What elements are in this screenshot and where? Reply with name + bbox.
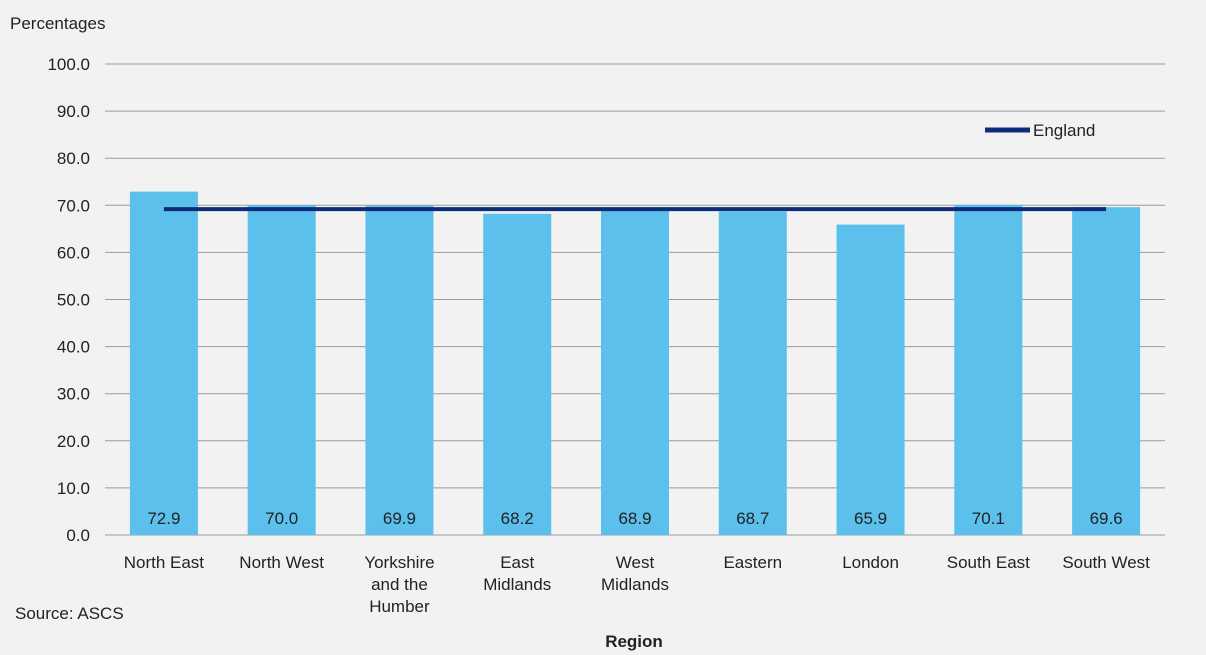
category-label: London: [842, 553, 899, 572]
bar: [954, 204, 1023, 536]
y-tick-label: 70.0: [57, 196, 90, 215]
category-label: West: [616, 553, 655, 572]
y-tick-label: 10.0: [57, 479, 90, 498]
category-label: Midlands: [483, 575, 551, 594]
category-label: Yorkshire: [364, 553, 434, 572]
bar: [483, 213, 552, 535]
bar: [129, 191, 198, 536]
x-axis-label: Region: [605, 632, 663, 651]
bar-value-label: 68.7: [736, 509, 769, 528]
source-note: Source: ASCS: [15, 604, 124, 623]
bar-value-label: 72.9: [147, 509, 180, 528]
bar: [601, 210, 669, 535]
bar: [836, 224, 905, 535]
category-label: Eastern: [723, 553, 782, 572]
bar: [1072, 207, 1141, 535]
bar-value-label: 69.6: [1090, 509, 1123, 528]
y-tick-label: 20.0: [57, 432, 90, 451]
legend-label: England: [1033, 121, 1095, 140]
y-tick-label: 80.0: [57, 149, 90, 168]
labels: 0.0 10.0 20.0 30.0 40.0 50.0 60.0 70.0 80.0 90.0 1…: [47, 55, 1150, 616]
bar: [247, 205, 316, 536]
y-tick-label: 60.0: [57, 243, 90, 262]
bar-value-label: 70.1: [972, 509, 1005, 528]
category-label: Midlands: [601, 575, 669, 594]
y-axis-label: Percentages: [10, 14, 105, 33]
y-tick-label: 0.0: [66, 526, 90, 545]
y-tick-label: 30.0: [57, 385, 90, 404]
category-label: North East: [124, 553, 205, 572]
bar: [718, 211, 787, 535]
bar-value-label: 68.2: [501, 509, 534, 528]
bars: [129, 191, 1141, 536]
y-tick-label: 100.0: [47, 55, 90, 74]
bar-value-label: 65.9: [854, 509, 887, 528]
category-label: South East: [947, 553, 1030, 572]
bar-value-label: 68.9: [618, 509, 651, 528]
y-tick-label: 50.0: [57, 291, 90, 310]
y-tick-label: 90.0: [57, 102, 90, 121]
bar: [365, 205, 434, 535]
category-label: East: [500, 553, 534, 572]
category-label: and the: [371, 575, 428, 594]
category-label: South West: [1062, 553, 1150, 572]
bar-value-label: 70.0: [265, 509, 298, 528]
bar-value-label: 69.9: [383, 509, 416, 528]
legend: England: [985, 121, 1095, 140]
y-tick-label: 40.0: [57, 338, 90, 357]
category-label: North West: [239, 553, 324, 572]
category-label: Humber: [369, 597, 430, 616]
